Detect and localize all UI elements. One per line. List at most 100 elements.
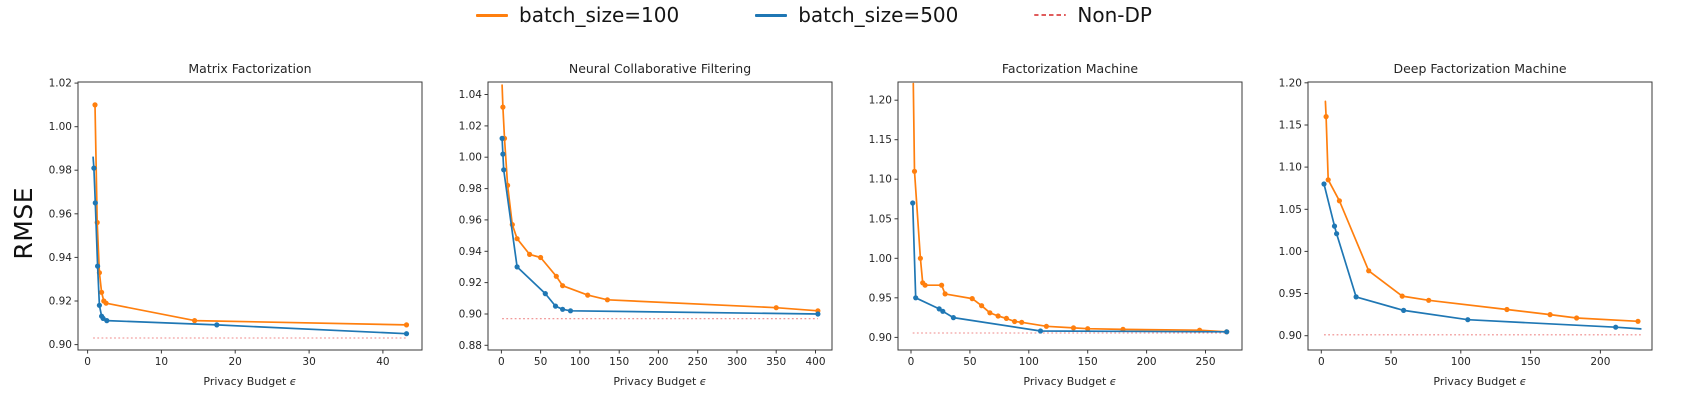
y-tick-label: 0.96 (49, 208, 73, 220)
data-point (1366, 268, 1372, 274)
x-tick-label: 0 (1318, 356, 1325, 368)
data-point (1224, 329, 1230, 335)
chart-neural-collaborative-filtering: 0 50 100 150 200 250 300 350 400 0.88 0.90 0.92 0.94… (444, 56, 846, 394)
y-tick-label: 1.02 (49, 78, 72, 90)
y-tick-label: 0.90 (459, 309, 482, 321)
x-tick-label: 0 (908, 356, 915, 368)
y-tick-label: 0.94 (459, 246, 483, 258)
legend-label: Non-DP (1077, 3, 1152, 27)
x-tick-label: 300 (727, 356, 747, 368)
data-point (1321, 181, 1327, 187)
data-point (910, 200, 916, 206)
data-point (1323, 114, 1329, 120)
x-tick-label: 50 (1384, 356, 1397, 368)
legend-label: batch_size=500 (798, 3, 959, 27)
data-point (527, 251, 533, 257)
data-point (104, 318, 110, 324)
plot-border (77, 81, 423, 351)
series-line-batch-size-500 (92, 156, 408, 335)
data-point (214, 322, 220, 328)
series-line-batch-size-100 (912, 82, 1228, 333)
y-tick-label: 1.04 (459, 89, 483, 101)
figure-legend: batch_size=100 batch_size=500 Non-DP (476, 5, 1152, 25)
data-point (514, 264, 520, 270)
data-point (542, 291, 548, 297)
x-tick-label: 100 (1019, 356, 1039, 368)
data-point (1635, 318, 1641, 324)
x-tick-label: 200 (1137, 356, 1157, 368)
data-point (950, 315, 956, 321)
y-tick-label: 1.00 (869, 253, 892, 265)
x-tick-label: 200 (1590, 356, 1610, 368)
data-point (499, 135, 505, 141)
data-point (1012, 318, 1018, 325)
y-tick-label: 1.15 (869, 134, 892, 146)
data-point (1336, 198, 1342, 204)
y-tick-label: 0.96 (459, 214, 483, 226)
data-point (1037, 328, 1044, 334)
data-point (560, 306, 566, 312)
legend-line-sample-blue (755, 13, 788, 17)
data-point (939, 282, 945, 288)
data-point (403, 322, 410, 328)
data-point (1043, 323, 1049, 329)
data-point (92, 102, 98, 108)
y-tick-label: 1.00 (459, 152, 482, 164)
chart-canvas: 0 50 100 150 200 250 300 350 400 0.88 0.90 0.92 0.94… (459, 61, 833, 388)
data-point (1399, 293, 1405, 299)
y-tick-label: 0.90 (869, 332, 892, 344)
data-point (99, 289, 105, 295)
data-point (585, 292, 591, 298)
data-point (911, 168, 918, 174)
data-point (96, 302, 102, 308)
data-point (1331, 223, 1338, 229)
legend-line-sample-orange (476, 13, 508, 17)
x-axis-label: Privacy Budget ϵ (1433, 375, 1526, 388)
data-point (552, 303, 559, 309)
data-point (501, 167, 507, 173)
x-tick-label: 400 (805, 356, 825, 368)
data-point (514, 236, 520, 242)
charts-row: 0 10 20 30 40 0.90 0.92 0.94 0.96 0.98 1.00 1.02 Mat… (34, 56, 1666, 394)
y-tick-label: 1.20 (1279, 77, 1302, 89)
legend-item-batch-size-500: batch_size=500 (755, 5, 958, 25)
data-point (95, 263, 101, 269)
x-tick-label: 50 (534, 356, 547, 368)
data-point (1070, 325, 1077, 331)
data-point (1613, 324, 1619, 330)
x-tick-label: 150 (1078, 356, 1098, 368)
data-point (917, 255, 923, 261)
data-point (91, 165, 97, 171)
data-point (1426, 297, 1432, 303)
data-point (1504, 306, 1510, 313)
legend-dashed-line-sample-red (1034, 13, 1067, 17)
chart-canvas: 0 50 100 150 200 0.90 0.95 1.00 1.05 1.10 1.15 1.20… (1279, 61, 1653, 388)
data-point (942, 291, 948, 297)
x-axis-label: Privacy Budget ϵ (1023, 375, 1116, 388)
y-tick-label: 1.10 (1279, 162, 1302, 174)
y-tick-label: 1.20 (869, 95, 892, 107)
data-point (1353, 294, 1359, 300)
plot-border (487, 81, 833, 351)
data-point (560, 283, 566, 289)
data-point (553, 273, 559, 279)
data-point (922, 282, 928, 288)
y-tick-label: 0.92 (459, 277, 482, 289)
chart-deep-factorization-machine: 0 50 100 150 200 0.90 0.95 1.00 1.05 1.10 1.15 1.20… (1264, 56, 1666, 394)
data-point (969, 296, 975, 302)
data-point (1574, 315, 1580, 321)
x-tick-label: 100 (570, 356, 590, 368)
data-point (1085, 326, 1091, 332)
y-tick-label: 0.95 (1279, 288, 1302, 300)
data-point (1325, 177, 1331, 183)
y-tick-label: 0.90 (49, 339, 72, 351)
chart-matrix-factorization: 0 10 20 30 40 0.90 0.92 0.94 0.96 0.98 1.00 1.02 Mat… (34, 56, 436, 394)
data-point (92, 200, 98, 206)
y-tick-label: 0.90 (1279, 330, 1302, 342)
x-tick-label: 20 (229, 356, 242, 368)
x-axis-label: Privacy Budget ϵ (203, 375, 296, 388)
y-tick-label: 1.15 (1279, 120, 1302, 132)
x-tick-label: 250 (688, 356, 708, 368)
chart-title: Factorization Machine (1002, 61, 1139, 76)
x-tick-label: 150 (1521, 356, 1541, 368)
